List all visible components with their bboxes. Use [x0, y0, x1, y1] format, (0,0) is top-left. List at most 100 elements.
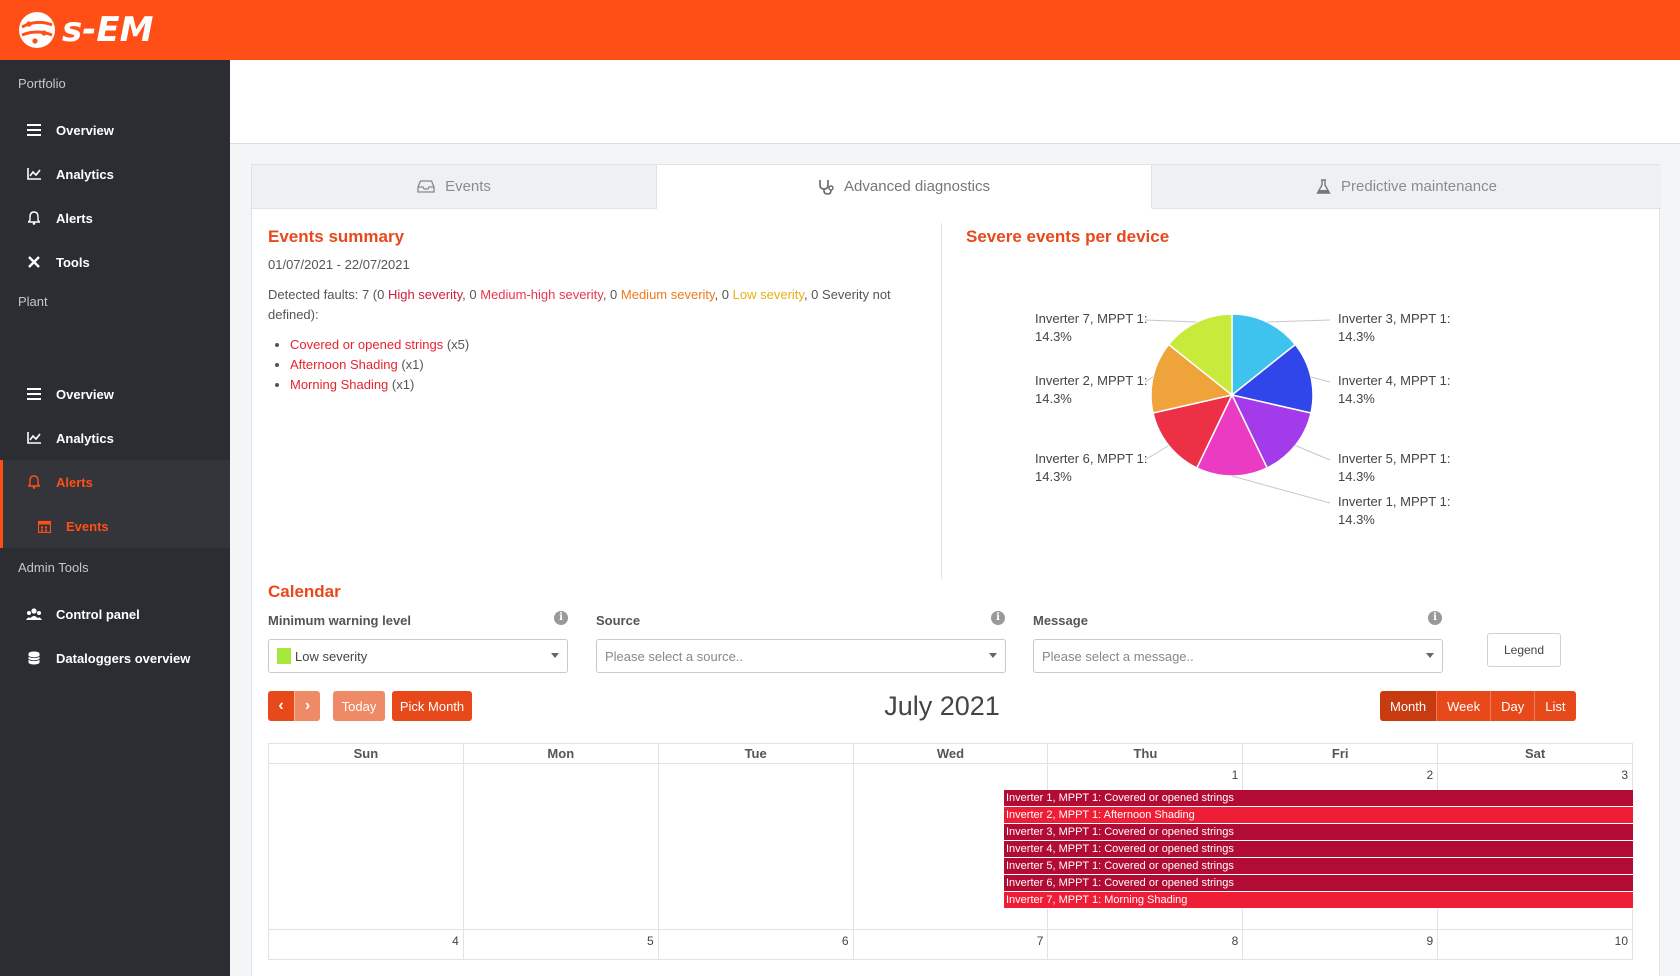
pie-label-value: 14.3%: [1338, 512, 1375, 527]
flask-icon: [1316, 179, 1331, 194]
pie-slice[interactable]: [1167, 313, 1233, 397]
day-cell[interactable]: 9: [1242, 930, 1437, 959]
message-label: Message: [1033, 613, 1088, 628]
sidebar-item-plant-events[interactable]: Events: [0, 504, 230, 548]
day-cell[interactable]: [269, 764, 463, 929]
pie-label-value: 14.3%: [1338, 391, 1375, 406]
fault-name[interactable]: Covered or opened strings: [290, 337, 444, 352]
day-number: 2: [1426, 768, 1434, 782]
severity-swatch: [277, 648, 291, 664]
day-number: 5: [647, 934, 654, 948]
today-button[interactable]: Today: [333, 691, 385, 721]
pie-slice[interactable]: [1231, 313, 1297, 397]
sidebar-item-portfolio-analytics[interactable]: Analytics: [0, 152, 230, 196]
view-day-button[interactable]: Day: [1490, 691, 1535, 721]
next-month-button[interactable]: ›: [294, 691, 320, 721]
calendar-event[interactable]: Inverter 2, MPPT 1: Afternoon Shading: [1004, 807, 1633, 824]
weekday-mon: Mon: [462, 744, 658, 763]
faults-separator: , 0: [462, 287, 481, 302]
fault-name[interactable]: Afternoon Shading: [290, 357, 398, 372]
pie-slice-label: Inverter 4, MPPT 1: 14.3%: [1338, 372, 1450, 408]
calendar-event[interactable]: Inverter 4, MPPT 1: Covered or opened st…: [1004, 841, 1633, 858]
sidebar-item-plant-analytics[interactable]: Analytics: [0, 416, 230, 460]
pie-slice-label: Inverter 2, MPPT 1: 14.3%: [1035, 372, 1147, 408]
sidebar-item-label: Tools: [56, 254, 90, 270]
inbox-icon: [417, 180, 435, 193]
diagnostics-card: Events Advanced diagnostics Predictive m…: [251, 164, 1661, 976]
pie-label-series: Inverter 4, MPPT 1:: [1338, 373, 1451, 388]
view-week-button[interactable]: Week: [1436, 691, 1491, 721]
source-select[interactable]: Please select a source..: [596, 639, 1006, 673]
day-number: 10: [1614, 934, 1629, 948]
info-icon[interactable]: i: [554, 611, 568, 625]
severe-events-title: Severe events per device: [966, 227, 1170, 246]
day-cell[interactable]: 8: [1047, 930, 1242, 959]
sidebar-item-plant-overview[interactable]: Overview: [0, 372, 230, 416]
weekday-thu: Thu: [1047, 744, 1242, 763]
min-warning-label: Minimum warning level: [268, 613, 412, 628]
chart-icon: [26, 166, 42, 182]
day-cell[interactable]: 4: [269, 930, 463, 959]
min-warning-select[interactable]: Low severity: [268, 639, 568, 673]
tab-advanced-diagnostics[interactable]: Advanced diagnostics: [657, 165, 1152, 209]
chevron-down-icon: [551, 653, 559, 658]
day-cell[interactable]: [852, 764, 1048, 929]
calendar-event[interactable]: Inverter 5, MPPT 1: Covered or opened st…: [1004, 858, 1633, 875]
sidebar-item-control-panel[interactable]: Control panel: [0, 592, 230, 636]
tab-events[interactable]: Events: [252, 165, 657, 209]
legend-button[interactable]: Legend: [1487, 633, 1561, 667]
info-icon[interactable]: i: [1428, 611, 1442, 625]
day-cell[interactable]: 10: [1437, 930, 1632, 959]
pie-leader-line: [1144, 445, 1169, 461]
medium-severity-link[interactable]: Medium severity: [620, 287, 715, 302]
pie-slice[interactable]: [1230, 343, 1314, 414]
calendar-event[interactable]: Inverter 3, MPPT 1: Covered or opened st…: [1004, 824, 1633, 841]
message-select[interactable]: Please select a message..: [1033, 639, 1443, 673]
pie-slice[interactable]: [1195, 393, 1269, 477]
view-list-button[interactable]: List: [1534, 691, 1576, 721]
pie-slice[interactable]: [1230, 393, 1312, 469]
sidebar-item-portfolio-overview[interactable]: Overview: [0, 108, 230, 152]
high-severity-link[interactable]: High severity: [387, 287, 463, 302]
tab-label: Predictive maintenance: [1341, 178, 1497, 195]
sidebar-item-portfolio-tools[interactable]: Tools: [0, 240, 230, 284]
weekday-sun: Sun: [353, 746, 379, 761]
logo-icon: [19, 12, 55, 48]
day-cell[interactable]: [462, 764, 658, 929]
day-cell[interactable]: 7: [852, 930, 1048, 959]
day-cell[interactable]: 6: [657, 930, 853, 959]
min-warning-value: Low severity: [295, 648, 368, 664]
calendar-event[interactable]: Inverter 6, MPPT 1: Covered or opened st…: [1004, 875, 1633, 892]
view-month-button[interactable]: Month: [1380, 691, 1437, 721]
tab-predictive-maintenance[interactable]: Predictive maintenance: [1152, 165, 1661, 209]
sidebar-item-dataloggers-overview[interactable]: Dataloggers overview: [0, 636, 230, 680]
sidebar-item-label: Alerts: [56, 474, 93, 490]
pie-slice-label: Inverter 1, MPPT 1: 14.3%: [1338, 493, 1450, 529]
events-summary-title: Events summary: [268, 227, 405, 246]
low-severity-link[interactable]: Low severity: [732, 287, 804, 302]
detected-faults-text: Detected faults: 7 (0 High severity, 0 M…: [268, 285, 898, 325]
pie-slice[interactable]: [1152, 393, 1234, 469]
faults-suffix: , 0 Severity not defined):: [268, 287, 891, 322]
brand-logo[interactable]: s-EM: [18, 10, 153, 50]
weekday-tue: Tue: [657, 744, 853, 763]
calendar-event[interactable]: Inverter 1, MPPT 1: Covered or opened st…: [1004, 790, 1633, 807]
day-cell[interactable]: 5: [462, 930, 658, 959]
sidebar-section-admin-tools: Admin Tools: [18, 560, 89, 575]
fault-name[interactable]: Morning Shading: [290, 377, 389, 392]
pick-month-button[interactable]: Pick Month: [392, 691, 472, 721]
brand-name: s-EM: [62, 10, 154, 50]
list-icon: [26, 122, 42, 138]
sidebar-item-plant-alerts[interactable]: Alerts: [0, 460, 230, 504]
calendar-event[interactable]: Inverter 7, MPPT 1: Morning Shading: [1004, 892, 1633, 909]
pie-slice[interactable]: [1150, 343, 1234, 414]
medium-high-severity-link[interactable]: Medium-high severity: [480, 287, 603, 302]
sidebar-item-portfolio-alerts[interactable]: Alerts: [0, 196, 230, 240]
info-icon[interactable]: i: [991, 611, 1005, 625]
pie-label-value: 14.3%: [1338, 329, 1375, 344]
pie-leader-line: [1295, 445, 1331, 461]
pie-slice-label: Inverter 7, MPPT 1: 14.3%: [1035, 310, 1147, 346]
prev-month-button[interactable]: ‹: [268, 691, 294, 721]
sidebar-section-plant: Plant: [18, 294, 48, 309]
day-cell[interactable]: [657, 764, 853, 929]
